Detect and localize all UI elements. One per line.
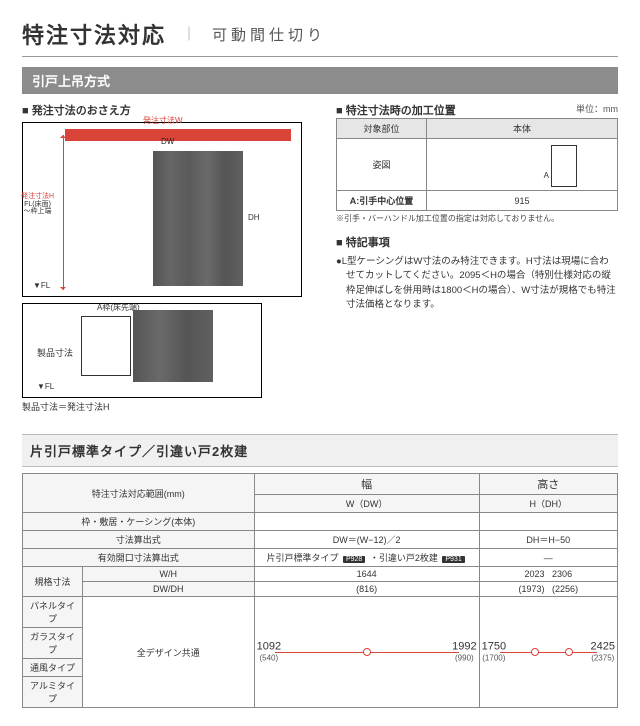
spec-col1: 対象部位 — [337, 119, 427, 139]
notes-list: ●L型ケーシングはW寸法のみ特注できます。H寸法は現場に合わせてカットしてくださ… — [336, 255, 618, 312]
opening-h: ― — [479, 549, 617, 567]
spec-small-note: ※引手・バーハンドル加工位置の指定は対応しておりません。 — [336, 213, 618, 224]
std-w: 1644 — [254, 567, 479, 582]
spec-body-diagram: A — [427, 139, 618, 191]
processing-position-table: 対象部位 本体 姿図 A A:引手中心位置 915 — [336, 118, 618, 211]
row-panel: パネルタイプ — [23, 597, 83, 628]
formula-h: DH＝H−50 — [479, 531, 617, 549]
spec-row1-label: 姿図 — [337, 139, 427, 191]
std-dh: (1973) (2256) — [479, 582, 617, 597]
diagram2-footer: 製品寸法＝発注寸法H — [22, 400, 322, 413]
section-bar: 引戸上吊方式 — [22, 67, 618, 94]
col-h-dh: H（DH） — [479, 495, 617, 513]
spec-subheader: 特注寸法時の加工位置 — [336, 105, 456, 117]
row-std: 規格寸法 — [23, 567, 83, 597]
col-w-dw: W（DW） — [254, 495, 479, 513]
row-wh: W/H — [83, 567, 255, 582]
width-slider: 1092(540) 1992(990) — [254, 597, 479, 708]
col-height: 高さ — [479, 474, 617, 495]
formula-w: DW＝(W−12)／2 — [254, 531, 479, 549]
spec-row2-val: 915 — [427, 191, 618, 211]
range-rowhdr: 特注寸法対応範囲(mm) — [23, 474, 255, 513]
std-dw: (816) — [254, 582, 479, 597]
hassei-h-label: 発注寸法H FL(床面) ～枠上端 — [21, 193, 54, 216]
product-dimension-diagram: A枠(床先端) 製品寸法 ▼FL — [22, 303, 262, 398]
lower-header: 片引戸標準タイプ／引違い戸2枚建 — [22, 434, 618, 467]
page-subtitle: 可動間仕切り — [212, 24, 326, 45]
opening-w: 片引戸標準タイプ P928 ・引違い戸2枚建 P931 — [254, 549, 479, 567]
fl-mark: ▼FL — [33, 281, 50, 290]
title-separator: ｜ — [182, 24, 196, 44]
spec-row2-label: A:引手中心位置 — [337, 191, 427, 211]
page-header: 特注寸法対応 ｜ 可動間仕切り — [22, 18, 618, 57]
row-alumi: アルミタイプ — [23, 677, 83, 708]
unit-label: 単位：mm — [576, 102, 618, 115]
row-formula: 寸法算出式 — [23, 531, 255, 549]
product-dim-label: 製品寸法 — [37, 346, 73, 359]
row-opening: 有効開口寸法算出式 — [23, 549, 255, 567]
spec-col2: 本体 — [427, 119, 618, 139]
common-design: 全デザイン共通 — [83, 597, 255, 708]
row-glass: ガラスタイプ — [23, 628, 83, 659]
std-h: 2023 2306 — [479, 567, 617, 582]
fl-mark-2: ▼FL — [37, 382, 54, 391]
row-frame: 枠・敷居・ケーシング(本体) — [23, 513, 255, 531]
height-slider: 1750(1700) 2425(2375) — [479, 597, 617, 708]
page-title: 特注寸法対応 — [22, 18, 166, 50]
hassei-w-label: 発注寸法W — [143, 115, 183, 126]
order-dimension-diagram: DW DH 発注寸法W 発注寸法H FL(床面) ～枠上端 ▼FL — [22, 122, 302, 297]
dimension-range-table: 特注寸法対応範囲(mm) 幅 高さ W（DW） H（DH） 枠・敷居・ケーシング… — [22, 473, 618, 708]
col-width: 幅 — [254, 474, 479, 495]
row-vent: 通風タイプ — [23, 659, 83, 677]
notes-subheader: 特記事項 — [336, 234, 618, 250]
dw-label: DW — [161, 137, 174, 146]
row-dwdh: DW/DH — [83, 582, 255, 597]
dh-label: DH — [248, 213, 260, 222]
note-item: ●L型ケーシングはW寸法のみ特注できます。H寸法は現場に合わせてカットしてくださ… — [336, 255, 618, 312]
